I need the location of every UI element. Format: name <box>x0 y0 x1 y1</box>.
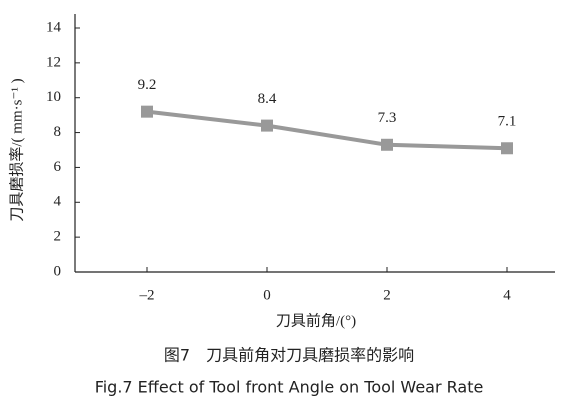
y-tick-label: 12 <box>46 54 61 70</box>
x-tick-label: –2 <box>139 287 155 303</box>
y-tick-label: 6 <box>54 159 62 175</box>
x-tick-label: 2 <box>383 287 391 303</box>
caption-cn: 图7 刀具前角对刀具磨损率的影响 <box>164 346 414 365</box>
y-tick-label: 4 <box>54 194 62 210</box>
y-tick-label: 10 <box>46 89 61 105</box>
y-tick-label: 8 <box>54 124 62 140</box>
marker <box>381 138 393 151</box>
data-label: 7.1 <box>498 114 517 130</box>
data-label: 9.2 <box>138 77 157 93</box>
y-tick-label: 2 <box>54 229 62 245</box>
marker <box>261 119 273 132</box>
data-label: 7.3 <box>378 110 397 126</box>
x-tick-label: 4 <box>503 287 511 303</box>
marker <box>141 105 153 118</box>
y-axis-label: 刀具磨损率/( mm·s⁻¹ ) <box>8 78 25 221</box>
data-label: 8.4 <box>258 91 277 107</box>
x-tick-label: 0 <box>263 287 271 303</box>
x-axis-label: 刀具前角/(°) <box>276 312 356 329</box>
y-tick-label: 14 <box>46 19 62 35</box>
line <box>146 109 508 151</box>
caption-en: Fig.7 Effect of Tool front Angle on Tool… <box>95 378 484 397</box>
marker <box>501 142 513 155</box>
y-tick-label: 0 <box>54 263 62 279</box>
